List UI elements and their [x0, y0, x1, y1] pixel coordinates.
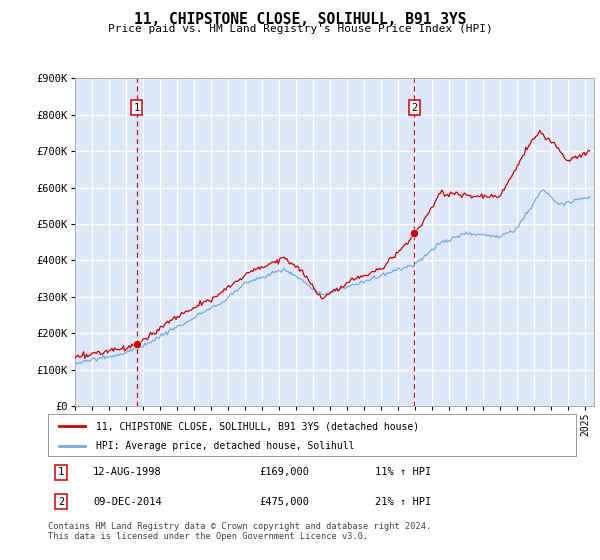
- Text: Price paid vs. HM Land Registry's House Price Index (HPI): Price paid vs. HM Land Registry's House …: [107, 24, 493, 34]
- Text: 2: 2: [411, 102, 418, 113]
- Text: £169,000: £169,000: [259, 467, 309, 477]
- Text: £475,000: £475,000: [259, 497, 309, 507]
- Text: 11, CHIPSTONE CLOSE, SOLIHULL, B91 3YS: 11, CHIPSTONE CLOSE, SOLIHULL, B91 3YS: [134, 12, 466, 27]
- Text: 12-AUG-1998: 12-AUG-1998: [93, 467, 161, 477]
- Text: 11% ↑ HPI: 11% ↑ HPI: [376, 467, 431, 477]
- Text: Contains HM Land Registry data © Crown copyright and database right 2024.
This d: Contains HM Land Registry data © Crown c…: [48, 522, 431, 542]
- Text: 09-DEC-2014: 09-DEC-2014: [93, 497, 161, 507]
- Text: 1: 1: [58, 467, 64, 477]
- Text: 1: 1: [133, 102, 140, 113]
- Text: HPI: Average price, detached house, Solihull: HPI: Average price, detached house, Soli…: [95, 441, 354, 451]
- Text: 2: 2: [58, 497, 64, 507]
- Text: 21% ↑ HPI: 21% ↑ HPI: [376, 497, 431, 507]
- Text: 11, CHIPSTONE CLOSE, SOLIHULL, B91 3YS (detached house): 11, CHIPSTONE CLOSE, SOLIHULL, B91 3YS (…: [95, 421, 419, 431]
